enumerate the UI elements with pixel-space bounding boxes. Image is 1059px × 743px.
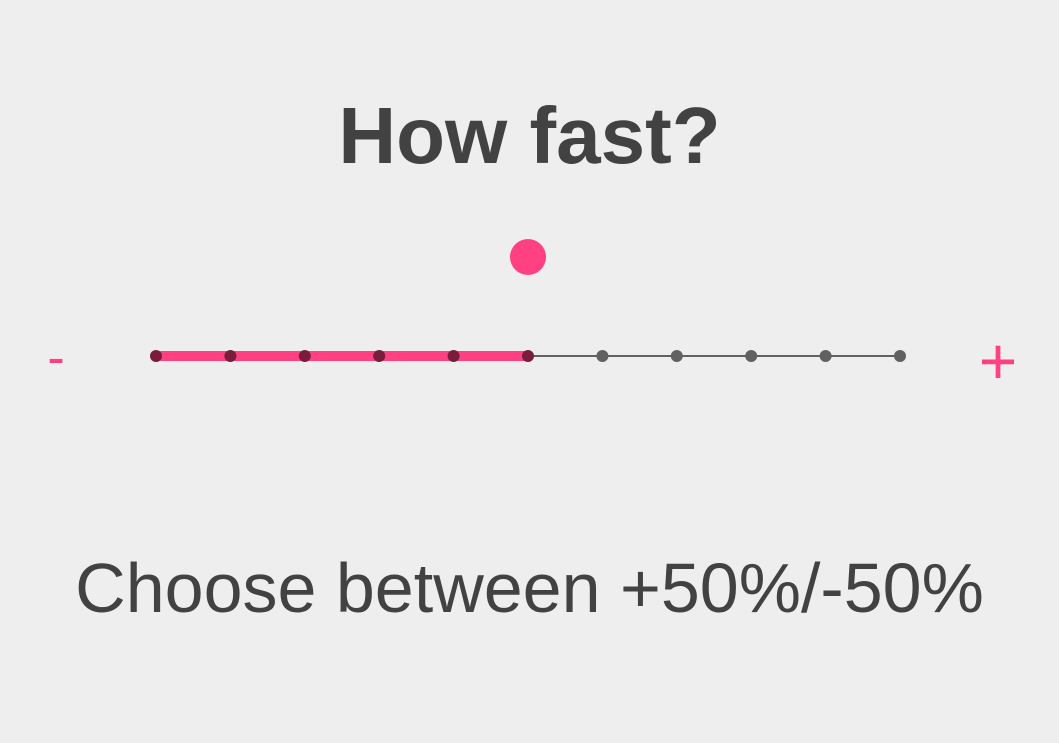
slider-tick-3[interactable]	[373, 350, 386, 362]
slider-thumb[interactable]	[510, 239, 546, 275]
slider-tick-2[interactable]	[298, 350, 311, 362]
slider-tick-6[interactable]	[596, 350, 609, 362]
slider-tick-5[interactable]	[522, 350, 534, 362]
slider-tick-8[interactable]	[745, 350, 758, 362]
slider-tick-10[interactable]	[894, 350, 906, 362]
range-caption: Choose between +50%/-50%	[75, 549, 984, 627]
slider-tick-4[interactable]	[447, 350, 460, 362]
page-title: How fast?	[338, 91, 721, 180]
decrease-button[interactable]: -	[47, 329, 65, 387]
increase-button[interactable]: +	[978, 324, 1018, 398]
slider-tick-1[interactable]	[224, 350, 237, 362]
slider-tick-9[interactable]	[819, 350, 832, 362]
slider-tick-7[interactable]	[670, 350, 683, 362]
speed-slider[interactable]	[100, 220, 960, 400]
slider-tick-0[interactable]	[150, 350, 162, 362]
